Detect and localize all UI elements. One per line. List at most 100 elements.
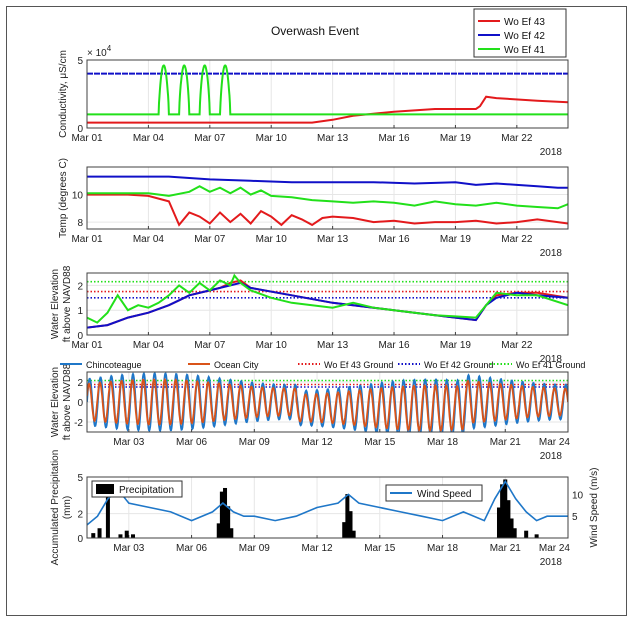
- precip-bar: [500, 484, 505, 538]
- exponent-label: × 104: [87, 44, 112, 59]
- y-tick-label: 5: [77, 56, 83, 67]
- x-tick-label: Mar 03: [113, 543, 145, 554]
- precip-bar: [91, 533, 96, 538]
- plot-area: [87, 479, 568, 538]
- x-tick-label: Mar 06: [176, 543, 208, 554]
- panel-water_elevation_wells: Mar 01 Mar 04 Mar 07 Mar 10 Mar 13 Mar 16 Mar …: [50, 265, 569, 365]
- precip-bar: [509, 518, 514, 538]
- x-tick-label: Mar 16: [378, 133, 410, 144]
- series-line-wo-ef-41: [87, 185, 568, 210]
- x-tick-label: Mar 13: [317, 340, 349, 351]
- precip-bar: [506, 500, 511, 538]
- y2-tick-label: 5: [572, 512, 578, 523]
- year-label: 2018: [540, 147, 563, 158]
- legend-label: Wo Ef 43: [504, 17, 545, 28]
- precip-bar: [118, 534, 123, 538]
- x-tick-label: Mar 18: [427, 543, 459, 554]
- series-line-wo-ef-41: [87, 273, 568, 324]
- legend-label: Precipitation: [119, 485, 174, 496]
- y-axis-label: Temp (degrees C): [58, 158, 69, 238]
- y-axis-label: Accumulated Precipitation: [50, 450, 61, 566]
- axes-box: [86, 371, 569, 433]
- precip-bar: [131, 534, 136, 538]
- precip-legend: Precipitation: [91, 480, 183, 498]
- x-tick-label: Mar 07: [194, 234, 226, 245]
- x-tick-label: Mar 19: [440, 340, 472, 351]
- plot-area: [87, 372, 568, 432]
- y-tick-label: 10: [72, 191, 84, 202]
- exponent-power: 4: [107, 44, 112, 53]
- y-axis-label: Conductivity, μS/cm: [58, 50, 69, 138]
- series-legend: Wo Ef 43 Wo Ef 42 Wo Ef 41: [473, 8, 567, 58]
- x-tick-label: Mar 21: [490, 543, 522, 554]
- precip-bar: [216, 523, 221, 538]
- figure-title: Overwash Event: [271, 24, 360, 38]
- series-line-chincoteague: [87, 372, 568, 432]
- legend-label: Wo Ef 41: [504, 45, 545, 56]
- precip-bar: [219, 491, 224, 538]
- legend-label: Chincoteague: [86, 360, 142, 370]
- plot-area: [87, 175, 568, 227]
- x-tick-label: Mar 04: [133, 234, 165, 245]
- precip-bar: [348, 511, 353, 538]
- y-axis-label: Water Elevation: [50, 367, 61, 437]
- x-tick-label: Mar 15: [364, 543, 396, 554]
- x-tick-label: Mar 01: [71, 234, 103, 245]
- year-label: 2018: [540, 248, 563, 259]
- series-line-wo-ef-43: [87, 279, 568, 329]
- legend-label: Ocean City: [214, 360, 259, 370]
- figure-frame: [6, 6, 627, 616]
- precip-bar: [345, 494, 350, 538]
- series-line-wo-ef-43: [87, 95, 568, 124]
- axes-box: [86, 166, 569, 230]
- x-tick-label: Mar 10: [256, 133, 288, 144]
- y-tick-label: -2: [74, 418, 83, 429]
- y-tick-label: 0: [77, 398, 83, 409]
- precip-bar: [524, 530, 529, 538]
- precip-bar: [223, 487, 228, 538]
- x-tick-label: Mar 12: [301, 543, 333, 554]
- y2-axis-label: Wind Speed (m/s): [589, 467, 600, 547]
- x-tick-label: Mar 01: [71, 133, 103, 144]
- x-tick-label: Mar 04: [133, 133, 165, 144]
- year-label: 2018: [540, 557, 563, 568]
- precip-bar: [226, 506, 231, 538]
- legend-swatch: [96, 484, 114, 494]
- y-tick-label: 2: [77, 510, 83, 521]
- x-tick-label: Mar 06: [176, 437, 208, 448]
- x-tick-label: Mar 09: [239, 437, 271, 448]
- x-tick-label: Mar 10: [256, 234, 288, 245]
- x-tick-label: Mar 07: [194, 133, 226, 144]
- precip-bar: [496, 507, 501, 538]
- series-line-ocean-city: [87, 377, 568, 432]
- y-tick-label: 0: [77, 534, 83, 545]
- panel-temperature: Mar 01 Mar 04 Mar 07 Mar 10 Mar 13 Mar 16 Mar …: [58, 158, 569, 259]
- axes-box: [86, 272, 569, 336]
- plot-area: [87, 273, 568, 329]
- y-tick-label: 0: [77, 124, 83, 135]
- x-tick-label: Mar 03: [113, 437, 145, 448]
- x-tick-label: Mar 22: [501, 133, 533, 144]
- x-tick-label: Mar 13: [317, 234, 349, 245]
- precip-bar: [534, 534, 539, 538]
- x-tick-label: Mar 18: [427, 437, 459, 448]
- legend-label: Wo Ef 42 Ground: [424, 360, 493, 370]
- y-axis-label-2: ft above NAVD88: [62, 363, 73, 440]
- series-line-wo-ef-42: [87, 175, 568, 189]
- legend-box: [91, 480, 183, 498]
- precip-bar: [97, 528, 102, 538]
- year-label: 2018: [540, 354, 563, 365]
- x-tick-label: Mar 24: [539, 437, 571, 448]
- series-line-wo-ef-42: [87, 281, 568, 329]
- y-tick-label: 2: [77, 378, 83, 389]
- y-tick-label: 5: [77, 473, 83, 484]
- legend-label: Wo Ef 43 Ground: [324, 360, 393, 370]
- x-tick-label: Mar 21: [490, 437, 522, 448]
- panel-precip_wind: Mar 03 Mar 06 Mar 09 Mar 12 Mar 15 Mar 18 Mar …: [50, 450, 600, 568]
- y-axis-label-2: (mm): [62, 496, 73, 519]
- y-axis-label-2: ft above NAVD88: [62, 265, 73, 342]
- y-tick-label: 8: [77, 218, 83, 229]
- x-tick-label: Mar 19: [440, 234, 472, 245]
- panel-tides: Mar 03 Mar 06 Mar 09 Mar 12 Mar 15 Mar 18 Mar …: [50, 360, 585, 462]
